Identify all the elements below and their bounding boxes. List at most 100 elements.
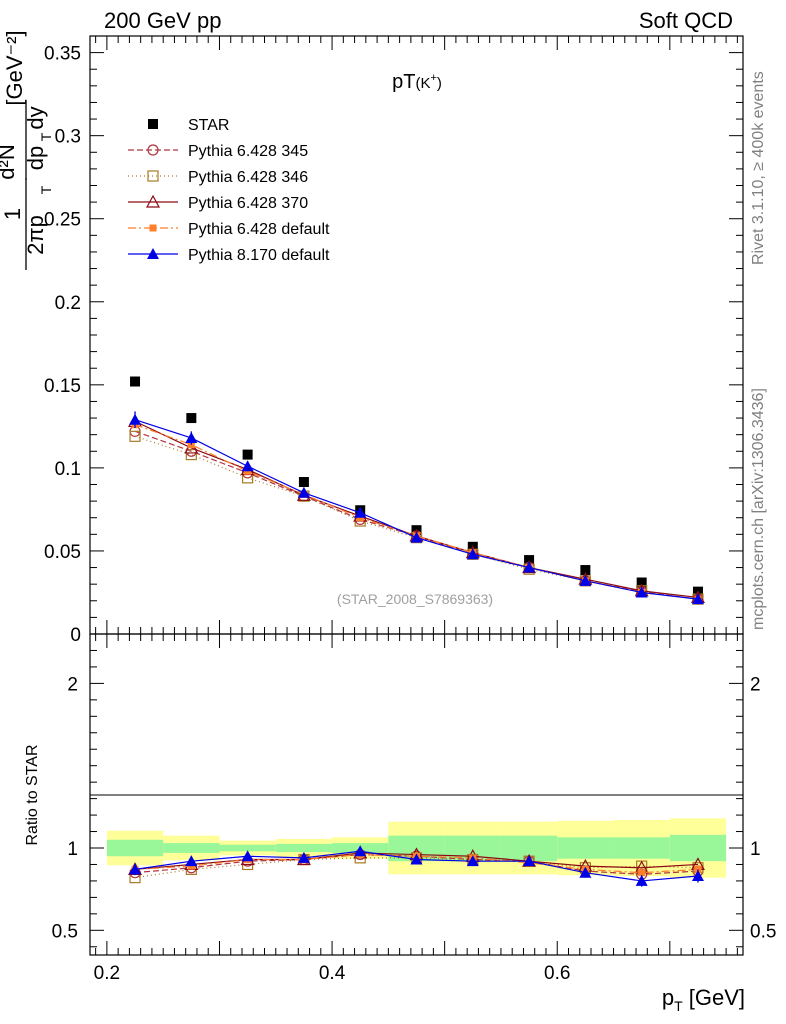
data-point-star bbox=[636, 577, 647, 588]
data-point-star bbox=[130, 376, 141, 387]
analysis-label: (STAR_2008_S7869363) bbox=[337, 591, 493, 607]
data-point-py8def bbox=[579, 574, 592, 586]
svg-text:d²N: d²N bbox=[0, 144, 19, 179]
plot-title: pT(K+) bbox=[392, 71, 442, 93]
svg-text:dp: dp bbox=[23, 146, 48, 170]
y-tick-label-right: 2 bbox=[750, 674, 761, 695]
series-py345 bbox=[129, 425, 704, 605]
svg-text:1: 1 bbox=[0, 208, 25, 220]
legend-item-star: STAR bbox=[148, 117, 229, 134]
data-point-py8def bbox=[691, 593, 704, 605]
inner-band bbox=[163, 843, 220, 853]
svg-text:pT [GeV]: pT [GeV] bbox=[662, 985, 745, 1014]
data-point-py8def bbox=[297, 486, 310, 498]
ratio-point-py8def bbox=[523, 855, 536, 867]
legend-label: Pythia 6.428 345 bbox=[188, 143, 308, 160]
data-point-star bbox=[298, 477, 309, 488]
data-point-py346 bbox=[129, 430, 141, 442]
data-point-py8def bbox=[466, 548, 479, 560]
y-tick-label: 0.3 bbox=[55, 127, 81, 148]
legend-label: Pythia 8.170 default bbox=[188, 247, 330, 264]
legend-label: Pythia 6.428 346 bbox=[188, 169, 308, 186]
y-tick-label-right: 0.5 bbox=[750, 921, 776, 942]
data-point-py8def bbox=[185, 431, 198, 443]
svg-text:T: T bbox=[38, 132, 54, 141]
data-point-py346 bbox=[185, 449, 197, 461]
ratio-point-py8def bbox=[354, 845, 367, 857]
ratio-point-py8def bbox=[185, 855, 198, 867]
data-point-star bbox=[242, 449, 253, 460]
ratio-line-py6def bbox=[134, 853, 699, 874]
x-tick-label: 0.6 bbox=[544, 963, 570, 984]
data-point-py8def bbox=[354, 506, 367, 518]
legend-item-py346: Pythia 6.428 346 bbox=[128, 169, 308, 186]
y-tick-label: 0.2 bbox=[55, 293, 81, 314]
y-tick-label: 2 bbox=[67, 674, 78, 695]
series-line-py346 bbox=[134, 435, 699, 600]
svg-text:[GeV⁻²]: [GeV⁻²] bbox=[2, 30, 27, 105]
data-point-star bbox=[524, 555, 535, 566]
y-tick-label: 0.15 bbox=[44, 376, 81, 397]
ratio-point-py8def bbox=[635, 874, 648, 886]
legend-marker bbox=[147, 144, 159, 156]
inner-band bbox=[275, 843, 333, 853]
y-tick-label: 0.5 bbox=[52, 921, 78, 942]
inner-band bbox=[219, 844, 276, 852]
legend-label: Pythia 6.428 default bbox=[188, 221, 330, 238]
svg-text:2πp: 2πp bbox=[23, 215, 48, 255]
y-tick-label: 0.25 bbox=[44, 210, 81, 231]
y-tick-label: 1 bbox=[67, 839, 78, 860]
inner-band bbox=[613, 837, 670, 859]
series-py6def bbox=[131, 421, 702, 603]
series-star bbox=[130, 376, 703, 597]
legend-label: Pythia 6.428 370 bbox=[188, 195, 308, 212]
series-py8def bbox=[129, 411, 704, 605]
series-line-py6def bbox=[134, 424, 699, 600]
rivet-label: Rivet 3.1.10, ≥ 400k events bbox=[750, 71, 767, 265]
ratio-ylabel: Ratio to STAR bbox=[24, 744, 41, 845]
ratio-point-py8def bbox=[297, 851, 310, 863]
inner-band bbox=[557, 837, 614, 859]
x-axis-label: pT [GeV] bbox=[662, 985, 745, 1014]
y-tick-label: 0.1 bbox=[55, 459, 81, 480]
data-point-star bbox=[186, 413, 197, 424]
data-point-py8def bbox=[635, 586, 648, 598]
plot-frame bbox=[89, 633, 744, 956]
series-line-py8def bbox=[134, 419, 699, 600]
legend-marker bbox=[148, 119, 158, 129]
data-point-py8def bbox=[129, 413, 142, 425]
data-point-py8def bbox=[410, 531, 423, 543]
ratio-point-py8def bbox=[466, 855, 479, 867]
series-line-py370 bbox=[134, 420, 699, 599]
legend-marker bbox=[149, 224, 157, 232]
series-py370 bbox=[128, 414, 705, 604]
data-point-py8def bbox=[523, 561, 536, 573]
legend-item-py6def: Pythia 6.428 default bbox=[128, 221, 330, 238]
series-line-py345 bbox=[134, 430, 699, 600]
ratio-point-py8def bbox=[410, 853, 423, 865]
legend-item-py8def: Pythia 8.170 default bbox=[128, 247, 330, 264]
legend-marker bbox=[145, 194, 161, 208]
svg-text:dy: dy bbox=[23, 106, 48, 129]
legend-item-py345: Pythia 6.428 345 bbox=[128, 143, 308, 160]
header-right: Soft QCD bbox=[639, 8, 733, 33]
legend-item-py370: Pythia 6.428 370 bbox=[128, 194, 308, 212]
x-tick-label: 0.4 bbox=[319, 963, 346, 984]
ratio-point-py6def bbox=[638, 869, 646, 877]
y-tick-label: 0.05 bbox=[44, 542, 81, 563]
ratio-point-py8def bbox=[579, 866, 592, 878]
x-tick-label: 0.2 bbox=[94, 963, 120, 984]
mcplots-label: mcplots.cern.ch [arXiv:1306.3436] bbox=[750, 388, 767, 630]
y-tick-label: 0 bbox=[70, 625, 81, 646]
legend: STAR Pythia 6.428 345 Pythia 6.428 346 Pyth… bbox=[128, 117, 330, 264]
svg-text:T: T bbox=[38, 185, 54, 194]
legend-marker bbox=[147, 170, 159, 182]
inner-band bbox=[669, 834, 727, 862]
y-tick-label-right: 1 bbox=[750, 839, 761, 860]
ratio-point-py8def bbox=[691, 869, 704, 881]
ratio-point-py8def bbox=[129, 863, 142, 875]
data-point-star bbox=[580, 565, 591, 576]
legend-marker bbox=[147, 248, 159, 259]
